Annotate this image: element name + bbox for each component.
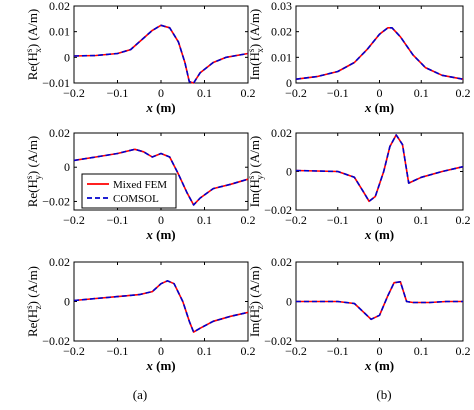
caption-a: (a)	[133, 387, 147, 402]
x-tick-label: 0	[158, 344, 164, 358]
y-axis-label: Re(Hsz) (A/m)	[24, 266, 43, 337]
x-tick-label: −0.1	[327, 86, 349, 100]
x-tick-label: 0	[377, 213, 383, 227]
series-comsol-line	[295, 26, 464, 80]
y-tick-label: 0.02	[49, 0, 70, 13]
x-tick-label: −0.2	[63, 344, 85, 358]
x-axis-label: x (m)	[364, 358, 394, 373]
x-tick-label: 0.2	[456, 86, 471, 100]
x-tick-label: 0.1	[197, 213, 212, 227]
series-comsol-line	[73, 148, 249, 206]
x-axis-label: x (m)	[145, 358, 175, 373]
y-tick-label: 0	[64, 295, 70, 309]
y-tick-label: −0.02	[264, 334, 292, 348]
x-axis-label: x (m)	[145, 227, 175, 242]
y-tick-label: 0.01	[271, 50, 292, 64]
legend-label: COMSOL	[113, 193, 159, 205]
legend-label: Mixed FEM	[113, 179, 167, 191]
x-tick-label: −0.2	[63, 213, 85, 227]
x-tick-label: 0.1	[197, 344, 212, 358]
x-tick-label: 0	[158, 213, 164, 227]
x-tick-label: 0.1	[197, 86, 212, 100]
y-axis-label: Im(Hsy) (A/m)	[246, 136, 265, 208]
y-tick-label: −0.02	[42, 194, 70, 208]
legend: Mixed FEM COMSOL	[81, 173, 177, 209]
plot-frame	[295, 5, 464, 84]
x-tick-label: 0.2	[241, 213, 256, 227]
x-tick-label: −0.1	[327, 213, 349, 227]
x-tick-label: 0	[377, 86, 383, 100]
panel-re_hx: −0.2 −0.1 0 0.1 0.2 −0.01 0 0.01 0.02 x (m) Re(Hsx…	[24, 0, 256, 115]
y-tick-label: −0.02	[42, 334, 70, 348]
x-tick-label: 0.1	[414, 86, 429, 100]
x-tick-label: −0.2	[63, 86, 85, 100]
panel-im_hz: −0.2 −0.1 0 0.1 0.2 −0.02 0 0.02 x (m) Im(Hsz) (A…	[246, 255, 471, 373]
y-tick-label: 0.03	[271, 0, 292, 13]
y-tick-label: −0.01	[42, 76, 70, 90]
y-tick-label: 0.02	[49, 255, 70, 269]
x-axis-label: x (m)	[364, 100, 394, 115]
series-mixed-fem-line	[295, 134, 464, 203]
x-tick-label: 0	[377, 344, 383, 358]
series-comsol-line	[73, 24, 249, 84]
plot-frame	[73, 5, 249, 84]
x-tick-label: −0.2	[285, 86, 307, 100]
panels: −0.2 −0.1 0 0.1 0.2 −0.01 0 0.01 0.02 x (m) Re(Hsx…	[24, 0, 471, 373]
y-axis-label: Re(Hsx) (A/m)	[24, 9, 43, 81]
panel-im_hx: −0.2 −0.1 0 0.1 0.2 0 0.01 0.02 0.03 x (m) Im(Hsx)…	[246, 0, 471, 115]
panel-re_hz: −0.2 −0.1 0 0.1 0.2 −0.02 0 0.02 x (m) Re(Hsz) (A…	[24, 255, 256, 373]
x-tick-label: −0.1	[107, 213, 129, 227]
x-tick-label: −0.1	[107, 344, 129, 358]
y-axis-label: Re(Hsy) (A/m)	[24, 136, 43, 208]
y-tick-label: −0.02	[264, 203, 292, 217]
x-tick-label: 0.2	[241, 344, 256, 358]
y-tick-label: 0	[64, 160, 70, 174]
y-axis-label: Im(Hsz) (A/m)	[246, 266, 265, 337]
y-tick-label: 0.02	[271, 126, 292, 140]
x-tick-label: 0.1	[414, 213, 429, 227]
series-comsol-line	[296, 280, 463, 321]
x-tick-label: 0	[158, 86, 164, 100]
x-tick-label: 0.1	[414, 344, 429, 358]
y-tick-label: 0	[286, 165, 292, 179]
series-comsol-line	[73, 279, 249, 333]
x-tick-label: −0.1	[327, 344, 349, 358]
panel-im_hy: −0.2 −0.1 0 0.1 0.2 −0.02 0 0.02 x (m) Im(Hsy) (A…	[246, 126, 471, 242]
x-axis-label: x (m)	[145, 100, 175, 115]
y-tick-label: 0.01	[49, 25, 70, 39]
caption-b: (b)	[376, 387, 391, 402]
legend-box	[81, 173, 177, 209]
y-tick-label: 0.02	[271, 25, 292, 39]
y-tick-label: 0	[286, 76, 292, 90]
x-tick-label: −0.1	[107, 86, 129, 100]
x-tick-label: 0.2	[456, 213, 471, 227]
x-tick-label: −0.2	[285, 344, 307, 358]
y-tick-label: 0	[286, 295, 292, 309]
x-tick-label: 0.2	[456, 344, 471, 358]
x-axis-label: x (m)	[364, 227, 394, 242]
y-tick-label: 0	[64, 50, 70, 64]
x-tick-label: −0.2	[285, 213, 307, 227]
y-tick-label: 0.02	[271, 255, 292, 269]
y-axis-label: Im(Hsx) (A/m)	[246, 9, 265, 81]
x-tick-label: 0.2	[241, 86, 256, 100]
y-tick-label: 0.02	[49, 126, 70, 140]
plot-frame	[73, 261, 249, 342]
